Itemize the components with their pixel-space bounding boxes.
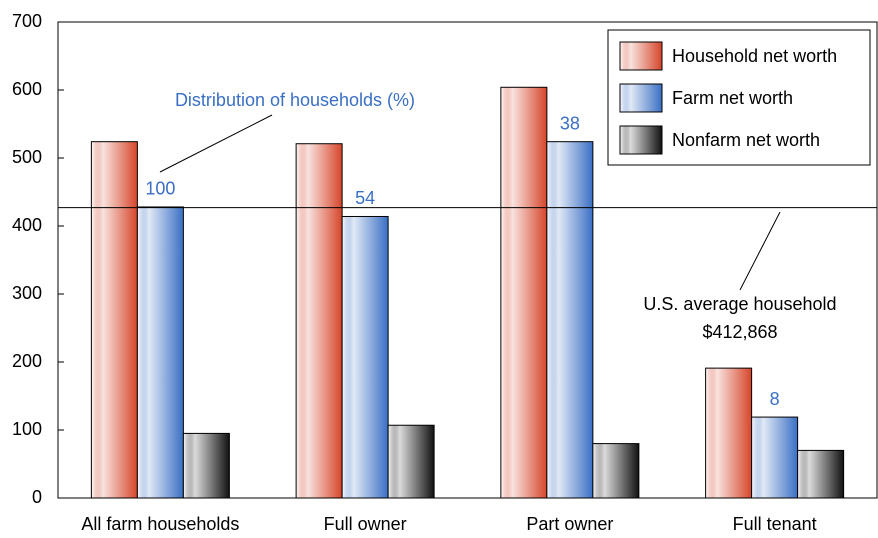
bar xyxy=(90,141,138,499)
legend-swatch xyxy=(619,125,663,155)
x-tick-label: Full tenant xyxy=(733,514,817,534)
legend-label: Farm net worth xyxy=(672,88,793,108)
x-tick-label: Part owner xyxy=(526,514,613,534)
y-tick-label: 100 xyxy=(12,419,42,439)
distribution-label: 54 xyxy=(355,188,375,208)
bar xyxy=(500,86,548,499)
bar xyxy=(546,141,594,499)
bar xyxy=(797,449,845,499)
y-tick-label: 400 xyxy=(12,215,42,235)
y-tick-label: 700 xyxy=(12,11,42,31)
annotation: U.S. average household xyxy=(643,294,836,314)
y-tick-label: 300 xyxy=(12,283,42,303)
legend-swatch xyxy=(619,83,663,113)
y-tick-label: 600 xyxy=(12,79,42,99)
y-tick-label: 0 xyxy=(32,487,42,507)
plot-frame xyxy=(57,21,878,499)
distribution-label: 100 xyxy=(145,179,175,199)
leader-line xyxy=(739,211,781,291)
bar xyxy=(341,215,389,499)
bar xyxy=(182,432,230,499)
annotation: $412,868 xyxy=(702,322,777,342)
bar xyxy=(136,206,184,499)
bar xyxy=(295,143,343,499)
y-tick-label: 500 xyxy=(12,147,42,167)
x-tick-label: Full owner xyxy=(324,514,407,534)
distribution-label: 38 xyxy=(560,113,580,133)
legend-label: Household net worth xyxy=(672,46,837,66)
x-tick-label: All farm households xyxy=(81,514,239,534)
legend-swatch xyxy=(619,41,663,71)
leader-line xyxy=(159,114,273,173)
legend-label: Nonfarm net worth xyxy=(672,130,820,150)
y-tick-label: 200 xyxy=(12,351,42,371)
annotation: Distribution of households (%) xyxy=(175,90,415,110)
bar xyxy=(751,416,799,499)
bar xyxy=(387,424,435,499)
distribution-label: 8 xyxy=(770,389,780,409)
bar xyxy=(705,367,753,499)
bar xyxy=(592,443,640,499)
